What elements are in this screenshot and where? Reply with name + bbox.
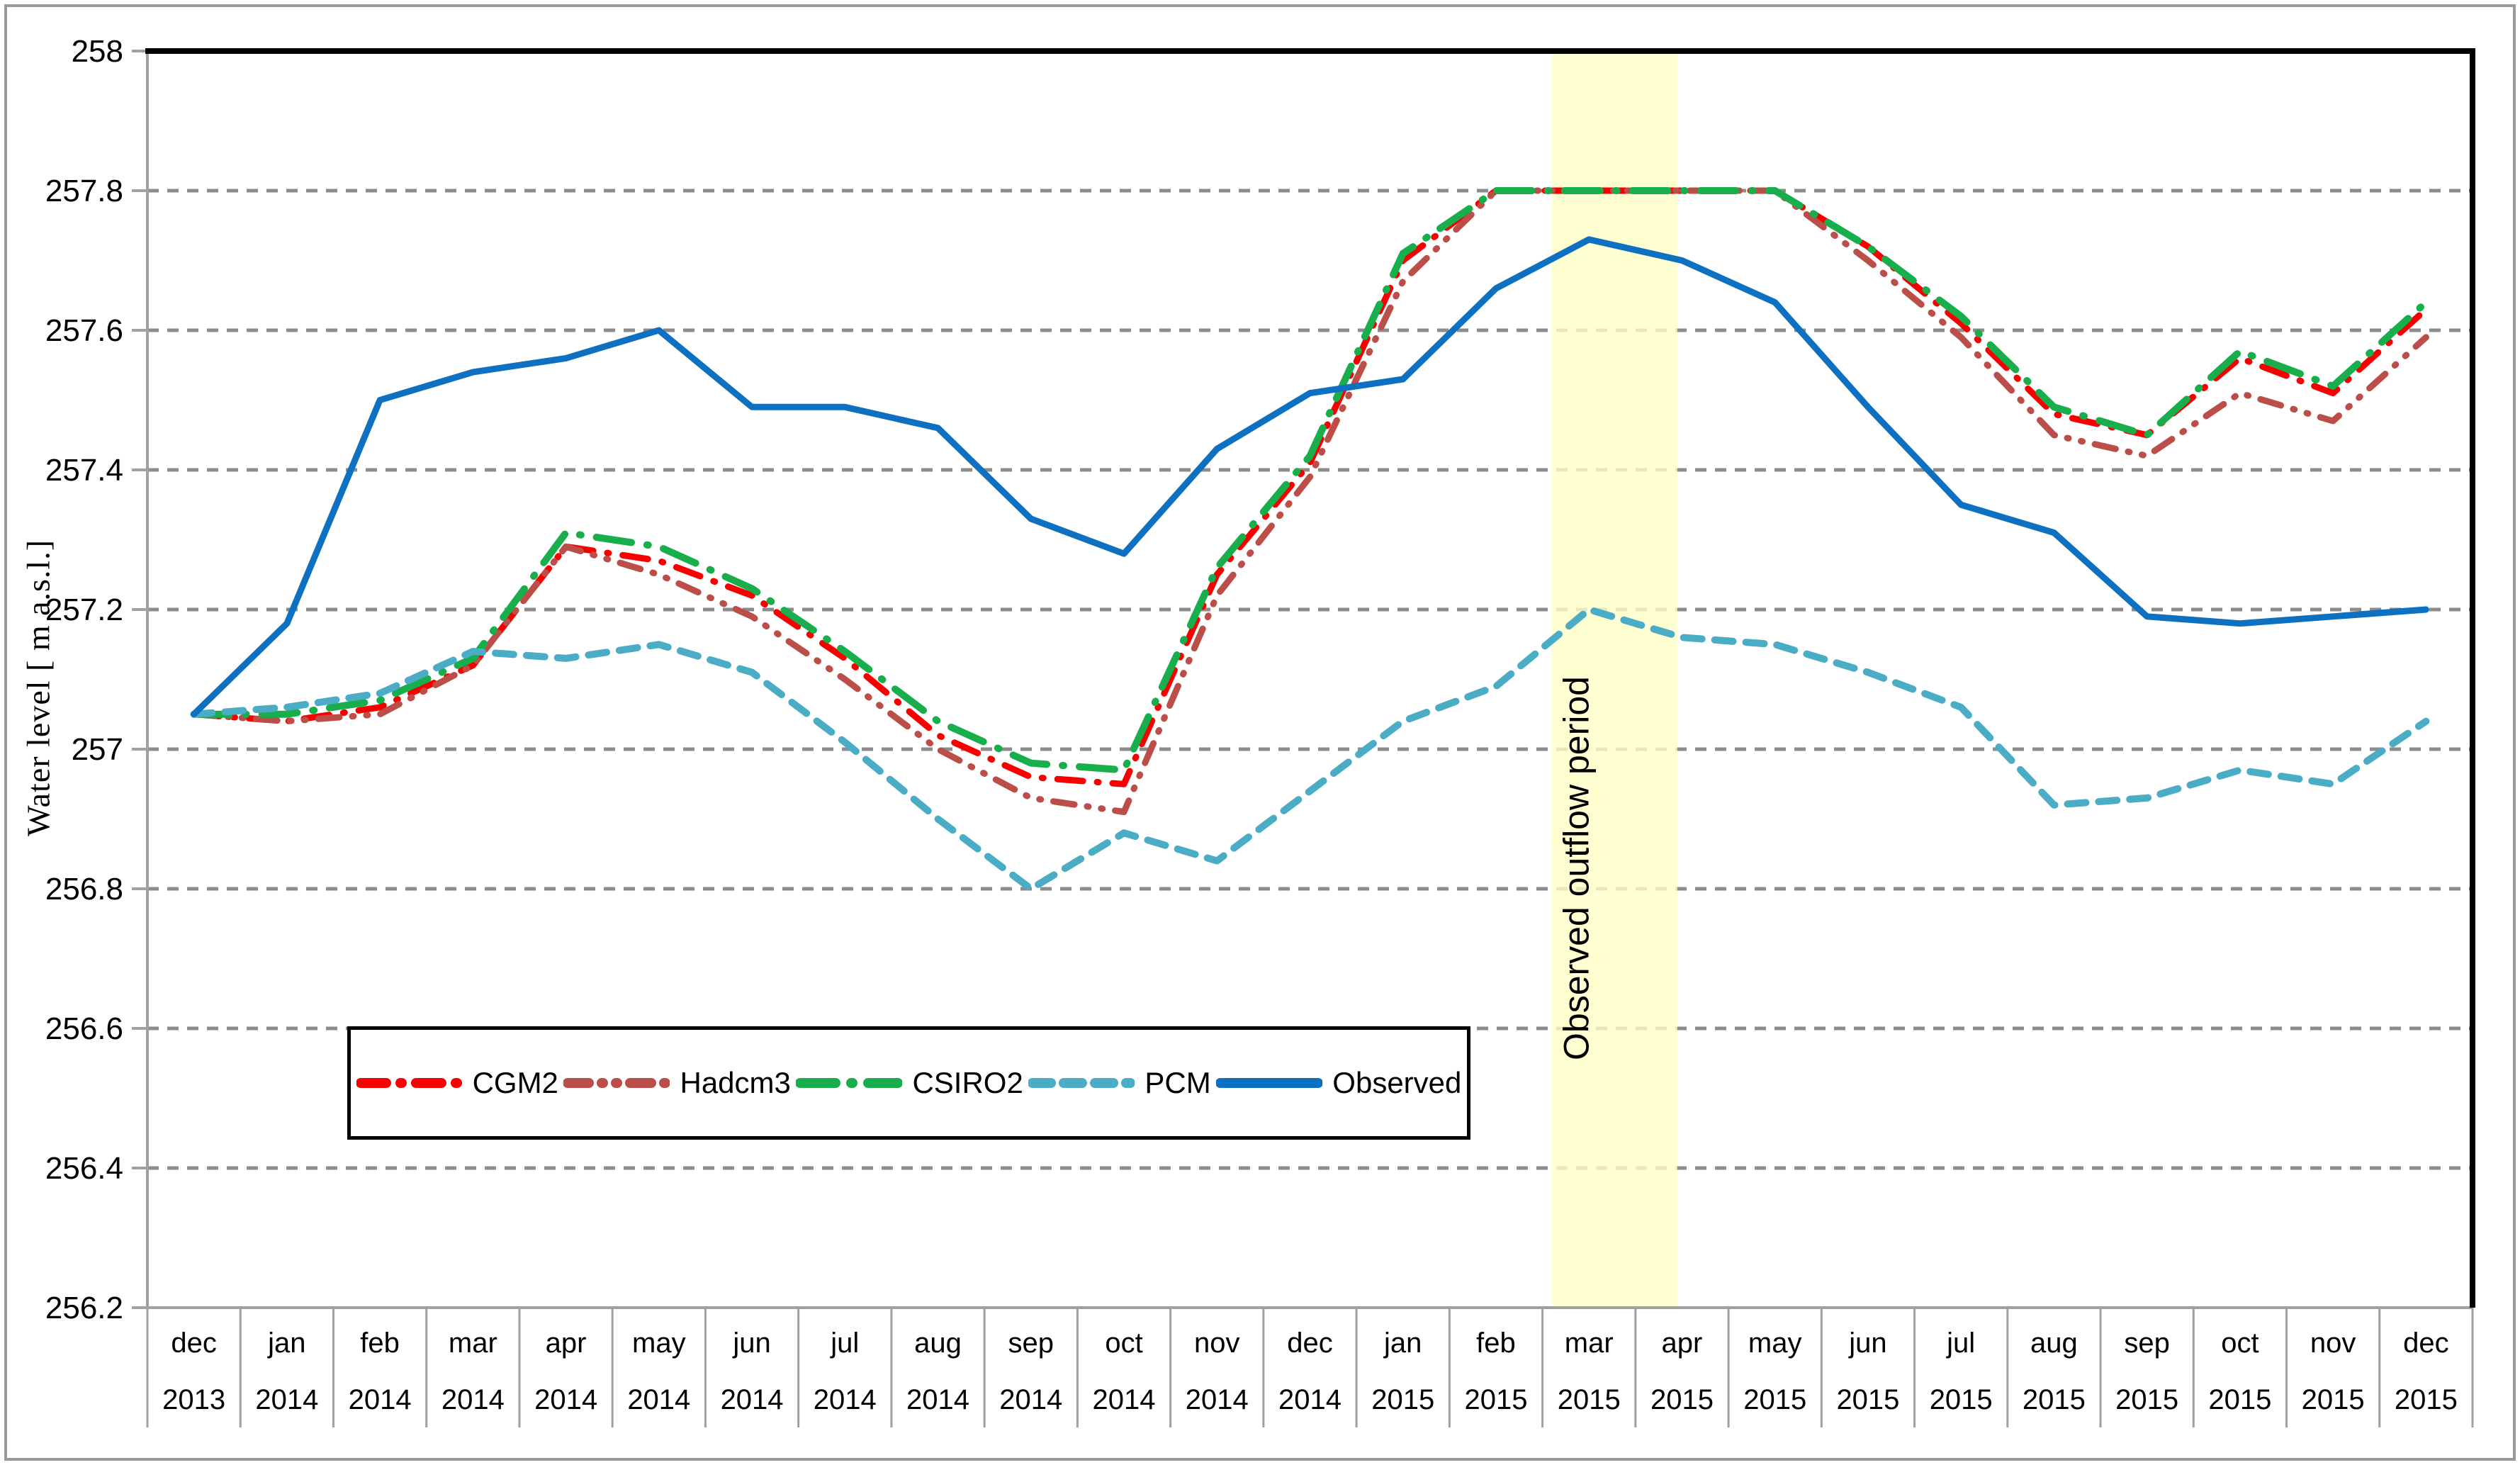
x-tick-year-label: 2015: [1464, 1384, 1527, 1415]
y-tick-label: 257.8: [45, 174, 123, 208]
x-tick-month-label: apr: [546, 1328, 587, 1359]
x-tick-month-label: sep: [1008, 1328, 1054, 1359]
legend-label: CGM2: [472, 1066, 558, 1099]
x-tick-month-label: dec: [1287, 1328, 1333, 1359]
x-tick-month-label: aug: [914, 1328, 962, 1359]
x-tick-year-label: 2014: [349, 1384, 412, 1415]
x-tick-month-label: feb: [1476, 1328, 1516, 1359]
x-tick-year-label: 2014: [1093, 1384, 1156, 1415]
x-tick-month-label: may: [1748, 1328, 1802, 1359]
y-axis-title: Water level [ m a.s.l.]: [20, 539, 57, 837]
x-tick-month-label: dec: [2403, 1328, 2449, 1359]
x-tick-year-label: 2015: [1371, 1384, 1434, 1415]
legend-key-line-cgm2: [356, 1078, 463, 1088]
x-tick-month-label: mar: [1565, 1328, 1614, 1359]
x-tick-month-label: jan: [1383, 1328, 1422, 1359]
x-tick-month-label: jun: [1848, 1328, 1886, 1359]
legend-key-line-hadcm3: [563, 1078, 670, 1088]
series-line-csiro2: [190, 187, 2430, 774]
x-tick-month-label: aug: [2030, 1328, 2078, 1359]
x-tick-month-label: jun: [732, 1328, 770, 1359]
x-tick-year-label: 2015: [1836, 1384, 1899, 1415]
x-tick-month-label: nov: [1194, 1328, 1240, 1359]
legend-key-line-csiro2: [796, 1078, 903, 1088]
legend: CGM2 Hadcm3 CSIRO2 PCM Observed: [347, 1026, 1470, 1140]
x-tick-month-label: nov: [2310, 1328, 2356, 1359]
x-tick-month-label: jul: [830, 1328, 859, 1359]
x-tick-year-label: 2014: [255, 1384, 318, 1415]
y-tick-label: 256.4: [45, 1151, 123, 1186]
legend-label: Hadcm3: [680, 1066, 791, 1099]
y-tick-label: 257.4: [45, 453, 123, 488]
series-line-observed: [191, 236, 2429, 718]
x-tick-year-label: 2014: [906, 1384, 969, 1415]
y-tick-label: 257.6: [45, 313, 123, 348]
outflow-band-label: Observed outflow period: [1557, 676, 1597, 1060]
y-tick-label: 256.6: [45, 1011, 123, 1046]
legend-entry-pcm: PCM: [1028, 1066, 1211, 1100]
x-tick-month-label: may: [632, 1328, 686, 1359]
legend-label: PCM: [1144, 1066, 1211, 1099]
legend-entry-observed: Observed: [1216, 1066, 1461, 1100]
x-tick-year-label: 2014: [999, 1384, 1062, 1415]
x-tick-year-label: 2014: [441, 1384, 505, 1415]
legend-label: Observed: [1332, 1066, 1462, 1099]
x-tick-year-label: 2014: [1278, 1384, 1341, 1415]
x-tick-year-label: 2015: [2208, 1384, 2271, 1415]
y-tick-label: 258: [72, 34, 123, 69]
y-tick-label: 257.2: [45, 593, 123, 627]
series-line-pcm: [190, 606, 2430, 892]
x-tick-month-label: apr: [1662, 1328, 1703, 1359]
x-tick-year-label: 2013: [162, 1384, 225, 1415]
x-tick-month-label: jul: [1946, 1328, 1975, 1359]
x-tick-month-label: feb: [360, 1328, 400, 1359]
legend-entry-csiro2: CSIRO2: [796, 1066, 1023, 1100]
x-tick-year-label: 2014: [534, 1384, 597, 1415]
x-tick-month-label: mar: [449, 1328, 497, 1359]
y-tick-label: 256.8: [45, 872, 123, 906]
x-tick-year-label: 2015: [2302, 1384, 2365, 1415]
y-tick-label: 257: [72, 732, 123, 767]
x-tick-month-label: oct: [2221, 1328, 2259, 1359]
x-tick-month-label: jan: [267, 1328, 305, 1359]
x-tick-year-label: 2015: [1558, 1384, 1621, 1415]
x-tick-month-label: oct: [1105, 1328, 1142, 1359]
legend-entry-hadcm3: Hadcm3: [563, 1066, 791, 1100]
outflow-period-band: [1551, 51, 1677, 1308]
legend-entry-cgm2: CGM2: [356, 1066, 558, 1100]
x-tick-year-label: 2015: [2023, 1384, 2086, 1415]
x-tick-month-label: dec: [171, 1328, 217, 1359]
y-tick-label: 256.2: [45, 1291, 123, 1325]
x-tick-year-label: 2014: [814, 1384, 877, 1415]
x-tick-year-label: 2015: [1650, 1384, 1714, 1415]
x-tick-year-label: 2015: [2395, 1384, 2458, 1415]
x-tick-month-label: sep: [2124, 1328, 2170, 1359]
legend-key-line-pcm: [1028, 1078, 1135, 1088]
x-tick-year-label: 2014: [1186, 1384, 1249, 1415]
series-line-cgm2: [191, 187, 2429, 787]
series-line-hadcm3: [191, 187, 2429, 816]
x-tick-year-label: 2015: [1743, 1384, 1806, 1415]
x-tick-year-label: 2015: [2115, 1384, 2178, 1415]
legend-key-line-observed: [1216, 1078, 1323, 1088]
x-tick-year-label: 2014: [627, 1384, 690, 1415]
x-tick-year-label: 2014: [721, 1384, 784, 1415]
legend-label: CSIRO2: [912, 1066, 1023, 1099]
x-tick-year-label: 2015: [1930, 1384, 1993, 1415]
